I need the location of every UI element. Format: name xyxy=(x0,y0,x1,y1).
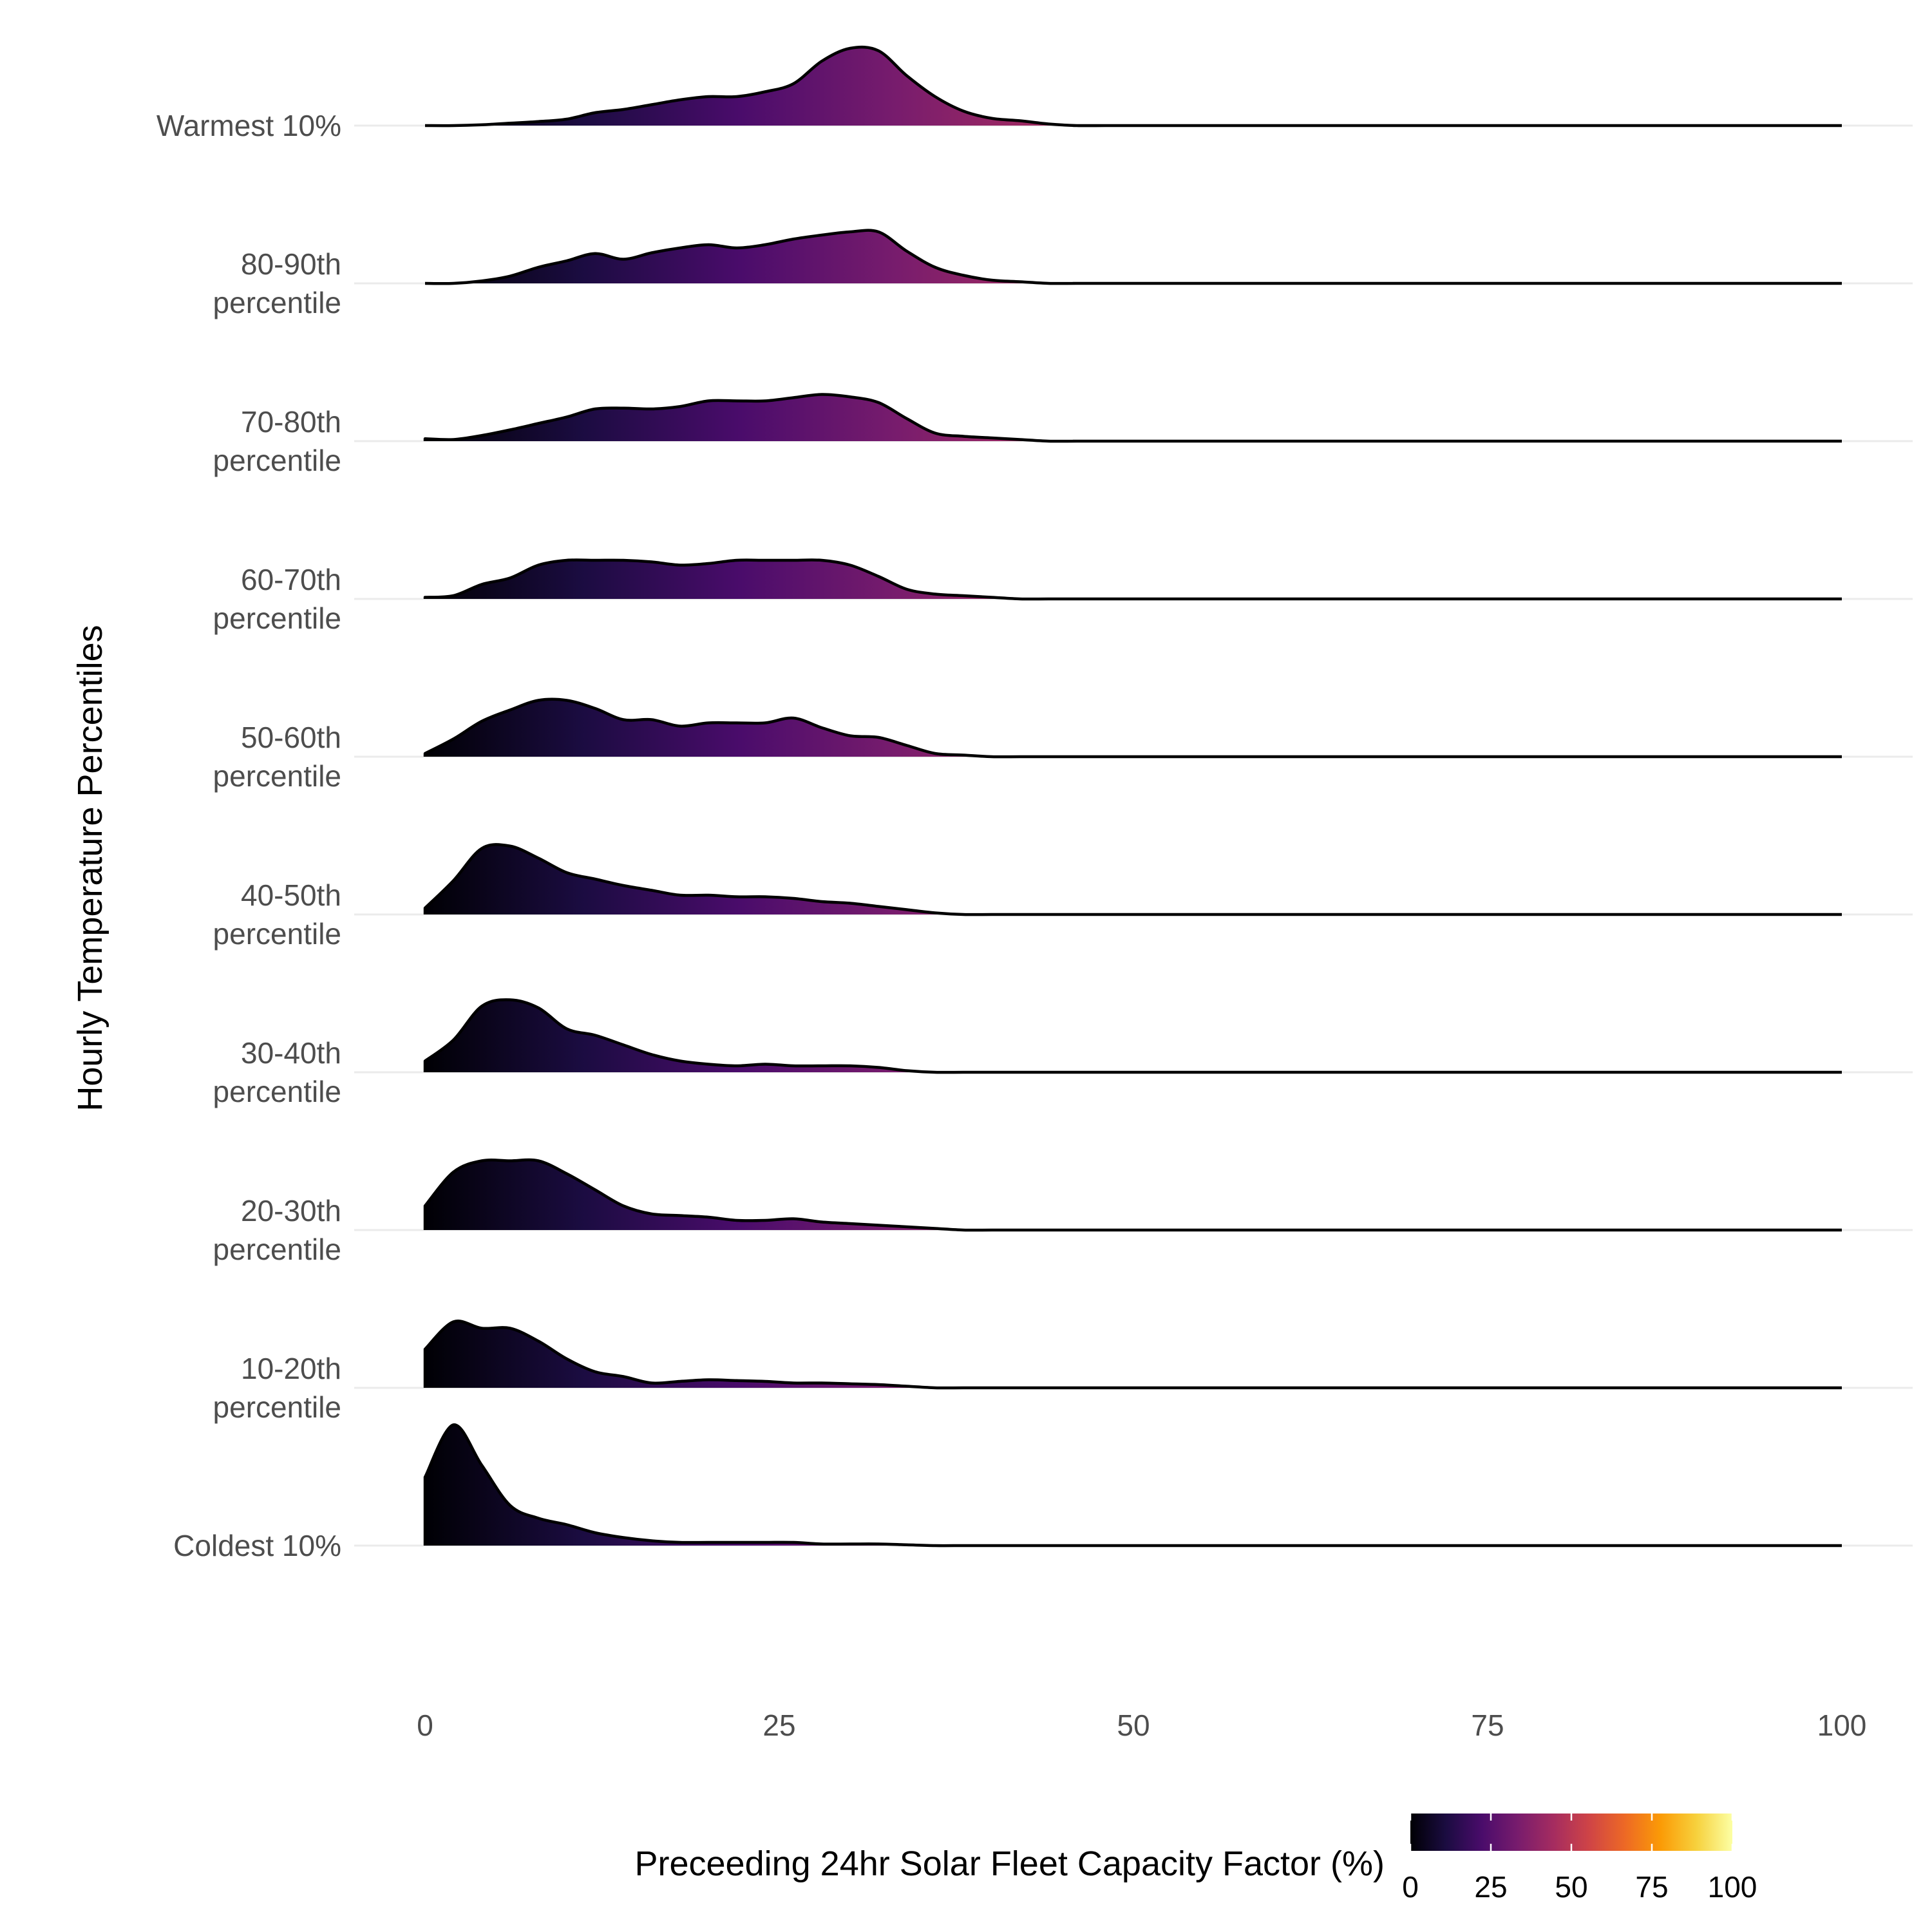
y-tick-label: percentile xyxy=(213,917,341,951)
ridge-line xyxy=(423,558,1842,601)
y-tick-label: 70-80th xyxy=(241,405,341,439)
x-tick-labels: 0 25 50 75 100 xyxy=(417,1709,1866,1742)
y-tick-label: Coldest 10% xyxy=(173,1529,341,1562)
y-tick-label: 20-30th xyxy=(241,1194,341,1227)
ridge-area xyxy=(425,230,1842,284)
ridge-line xyxy=(423,697,1842,759)
legend-tick-label: 100 xyxy=(1708,1870,1757,1904)
color-legend: 0 25 50 75 100 xyxy=(1402,1814,1757,1904)
ridge-area xyxy=(425,394,1842,442)
y-tick-label: percentile xyxy=(213,1075,341,1108)
ridge-area xyxy=(425,999,1842,1073)
ridge-line xyxy=(424,229,1842,285)
ridge-line xyxy=(423,843,1842,916)
y-tick-label: percentile xyxy=(213,1233,341,1266)
legend-tick-label: 0 xyxy=(1402,1870,1419,1904)
legend-tick-label: 50 xyxy=(1555,1870,1587,1904)
ridge-area xyxy=(425,699,1842,757)
y-tick-label: 60-70th xyxy=(241,563,341,596)
y-tick-label: 10-20th xyxy=(241,1352,341,1385)
ridge-series-group xyxy=(423,45,1842,1548)
ridge-line xyxy=(423,998,1842,1074)
x-tick-label: 50 xyxy=(1117,1709,1150,1742)
y-tick-label: percentile xyxy=(213,286,341,319)
x-tick-label: 25 xyxy=(762,1709,795,1742)
x-tick-label: 75 xyxy=(1471,1709,1504,1742)
x-axis-legend-title: Preceeding 24hr Solar Fleet Capacity Fac… xyxy=(634,1844,1385,1883)
ridge-line xyxy=(423,1320,1842,1390)
ridge-area xyxy=(425,560,1842,600)
ridge-area xyxy=(425,1425,1842,1546)
ridge-area xyxy=(425,1321,1842,1388)
legend-tick-label: 25 xyxy=(1474,1870,1507,1904)
y-tick-label: percentile xyxy=(213,601,341,635)
y-tick-label: percentile xyxy=(213,759,341,793)
ridge-line xyxy=(423,1158,1842,1232)
gridlines xyxy=(354,124,1913,1547)
y-tick-label: percentile xyxy=(213,444,341,477)
y-tick-labels: Warmest 10% 80-90th percentile 70-80th perce… xyxy=(156,109,341,1562)
ridge-line xyxy=(423,393,1842,443)
ridge-area xyxy=(425,1160,1842,1231)
x-tick-label: 100 xyxy=(1817,1709,1867,1742)
y-tick-label: Warmest 10% xyxy=(156,109,341,142)
y-axis-title: Hourly Temperature Percentiles xyxy=(71,625,109,1111)
ridge-line xyxy=(424,45,1842,128)
legend-tick-label: 75 xyxy=(1635,1870,1668,1904)
y-tick-label: 80-90th xyxy=(241,247,341,281)
ridge-area xyxy=(425,844,1842,915)
x-tick-label: 0 xyxy=(417,1709,433,1742)
y-tick-label: percentile xyxy=(213,1390,341,1424)
y-tick-label: 40-50th xyxy=(241,878,341,912)
y-tick-label: 30-40th xyxy=(241,1036,341,1070)
ridge-area xyxy=(425,47,1842,126)
ridge-line xyxy=(423,1423,1842,1548)
y-tick-label: 50-60th xyxy=(241,721,341,754)
